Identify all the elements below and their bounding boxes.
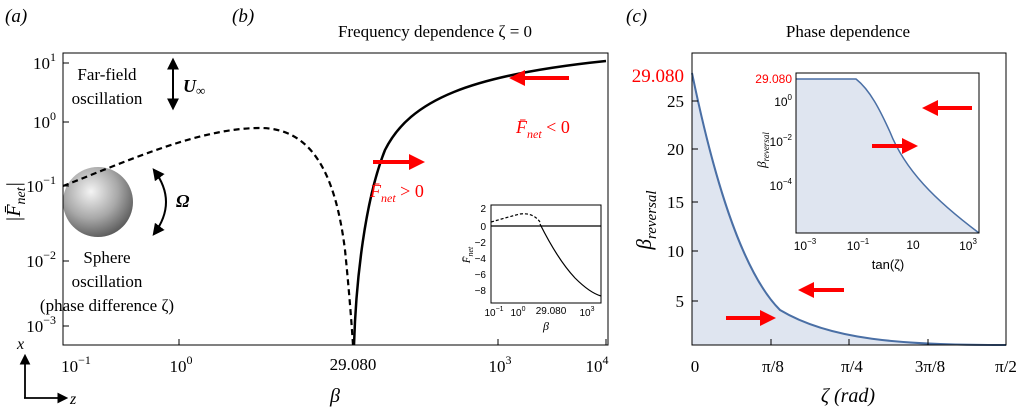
panel-c-yticks: 29.080 25 20 15 10 5 — [632, 66, 698, 311]
b-inset-xtick-2: 29.080 — [536, 306, 567, 317]
b-xtick-2: 29.080 — [330, 355, 377, 374]
c-inset-curve — [796, 78, 980, 234]
panel-a-label: (a) — [5, 6, 27, 27]
panel-b-dashed-curve — [63, 126, 355, 345]
panel-b-ylabel: |F̄net| — [3, 182, 29, 222]
panel-b-frame — [62, 52, 609, 346]
x-axis-label: x — [16, 336, 24, 353]
panel-a: (a) Far-field oscillation U∞ Ω Sphere os… — [5, 6, 205, 408]
c-inset-ylabel: βreversal — [754, 132, 771, 169]
c-xtick-1: π/8 — [762, 357, 784, 376]
c-ytick-4: 5 — [676, 292, 685, 311]
panel-b-yticks: 101 100 10−1 10−2 10−3 — [26, 50, 69, 336]
b-inset-frame — [490, 204, 602, 304]
b-inset-dashed — [490, 213, 541, 223]
panel-b-solid-curve — [352, 59, 607, 345]
farfield-line1: Far-field — [77, 65, 137, 84]
b-xtick-1: 100 — [170, 353, 193, 376]
panel-c-xticks: 0 π/8 π/4 3π/8 π/2 — [691, 339, 1017, 376]
panel-b-label: (b) — [232, 6, 254, 27]
c-ytick-0: 25 — [667, 92, 684, 111]
panel-b-inset: 2 0 −2 −4 −6 −8 F̄net 10−1 100 29.080 10… — [461, 204, 602, 333]
c-inset-ytick-2: 10−4 — [770, 177, 793, 193]
u-infinity-label: U∞ — [183, 76, 205, 98]
b-xtick-0: 10−1 — [61, 353, 91, 376]
b-xtick-4: 104 — [586, 353, 609, 376]
rotation-arrow-icon — [152, 168, 167, 236]
b-inset-ytick-3: −4 — [475, 254, 487, 265]
sphere-line2: oscillation — [72, 272, 143, 291]
c-xtick-3: 3π/8 — [915, 357, 945, 376]
b-inset-ytick-2: −2 — [475, 238, 487, 249]
c-inset-arrowhead-right-icon — [902, 138, 918, 154]
panel-c-curve — [691, 72, 1007, 346]
panel-c-ylabel: βreversal — [632, 190, 660, 250]
b-inset-xtick-3: 103 — [579, 306, 594, 319]
annotation-positive: F̄net > 0 — [369, 181, 424, 205]
c-xtick-4: π/2 — [995, 357, 1017, 376]
panel-c-xlabel: ζ (rad) — [821, 385, 876, 407]
sphere-line1: Sphere — [83, 248, 130, 267]
c-inset-xtick-0: 10−3 — [794, 237, 817, 253]
panel-c-label: (c) — [626, 6, 647, 27]
c-inset-xtick-1: 10−1 — [847, 237, 870, 253]
sphere-icon — [63, 167, 133, 237]
c-inset-ytick-1: 10−2 — [770, 133, 793, 149]
c-ytick-3: 10 — [667, 242, 684, 261]
b-arrowhead-left-icon — [509, 70, 525, 86]
c-xtick-0: 0 — [691, 357, 700, 376]
b-xtick-3: 103 — [489, 353, 512, 376]
b-inset-ylabel: F̄net — [461, 246, 475, 264]
b-inset-xlabel: β — [542, 319, 549, 333]
b-ytick-1: 100 — [33, 109, 56, 132]
z-axis-label: z — [69, 391, 77, 408]
panel-c: (c) Phase dependence 29.080 25 20 15 10 … — [626, 6, 1017, 407]
farfield-line2: oscillation — [72, 89, 143, 108]
sphere-line3: (phase difference ζ) — [40, 296, 174, 315]
c-xtick-2: π/4 — [841, 357, 863, 376]
b-inset-ytick-1: 0 — [480, 222, 486, 233]
b-ytick-3: 10−2 — [26, 248, 56, 271]
omega-label: Ω — [176, 191, 190, 211]
c-inset-area — [796, 79, 979, 233]
panel-c-title: Phase dependence — [786, 22, 910, 41]
c-inset-highlight-tick: 29.080 — [755, 72, 792, 86]
b-ytick-0: 101 — [33, 50, 56, 73]
c-inset-arrowhead-left-icon — [922, 100, 938, 116]
panel-c-area — [692, 73, 1006, 345]
c-inset-ytick-0: 100 — [774, 93, 792, 109]
c-inset-xtick-3: 103 — [959, 237, 977, 253]
c-ytick-1: 20 — [667, 140, 684, 159]
c-arrowhead-left-icon — [798, 282, 814, 298]
panel-c-inset: 29.080 100 10−2 10−4 βreversal 10−3 10−1… — [754, 72, 980, 272]
b-inset-ytick-5: −8 — [475, 286, 487, 297]
c-inset-xtick-2: 10 — [906, 238, 920, 252]
annotation-negative: F̄net < 0 — [515, 117, 570, 141]
b-inset-ytick-4: −6 — [475, 270, 487, 281]
b-inset-ytick-0: 2 — [480, 204, 486, 215]
b-ytick-2: 10−1 — [26, 173, 56, 196]
b-ytick-4: 10−3 — [26, 313, 56, 336]
panel-b-xlabel: β — [329, 385, 340, 407]
panel-b-title: Frequency dependence ζ = 0 — [338, 22, 532, 41]
c-inset-xlabel: tan(ζ) — [872, 257, 904, 272]
b-inset-solid — [539, 223, 602, 297]
c-highlight-tick: 29.080 — [632, 66, 684, 87]
c-arrowhead-right-icon — [760, 310, 776, 326]
b-inset-xtick-1: 100 — [510, 306, 525, 319]
c-ytick-2: 15 — [667, 193, 684, 212]
b-inset-xtick-0: 10−1 — [484, 306, 503, 319]
b-arrowhead-right-icon — [409, 154, 425, 170]
c-inset-frame — [795, 72, 980, 234]
